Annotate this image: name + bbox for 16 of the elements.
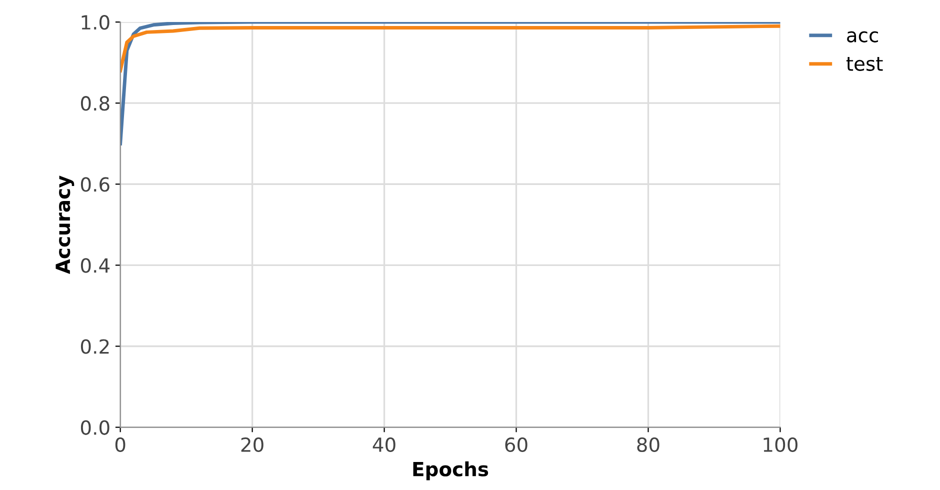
y-axis-title: Accuracy <box>56 176 74 274</box>
y-tick-label: 0.4 <box>80 258 110 273</box>
y-tick-label: 0.2 <box>80 339 109 354</box>
y-tick-label: 0.8 <box>80 96 110 111</box>
y-tick-label: 1.0 <box>82 15 110 30</box>
legend-label: test <box>846 57 883 71</box>
x-tick-label: 100 <box>764 437 798 452</box>
x-tick-label: 60 <box>505 437 528 452</box>
legend-label: acc <box>847 31 878 42</box>
y-tick-label: 0.6 <box>80 177 110 192</box>
x-tick-label: 80 <box>637 437 660 452</box>
x-tick-label: 0 <box>115 437 126 452</box>
x-axis-title: Epochs <box>413 461 488 480</box>
x-tick-label: 20 <box>241 437 264 452</box>
x-tick-label: 40 <box>372 437 396 452</box>
y-tick-label: 0.0 <box>80 420 110 435</box>
